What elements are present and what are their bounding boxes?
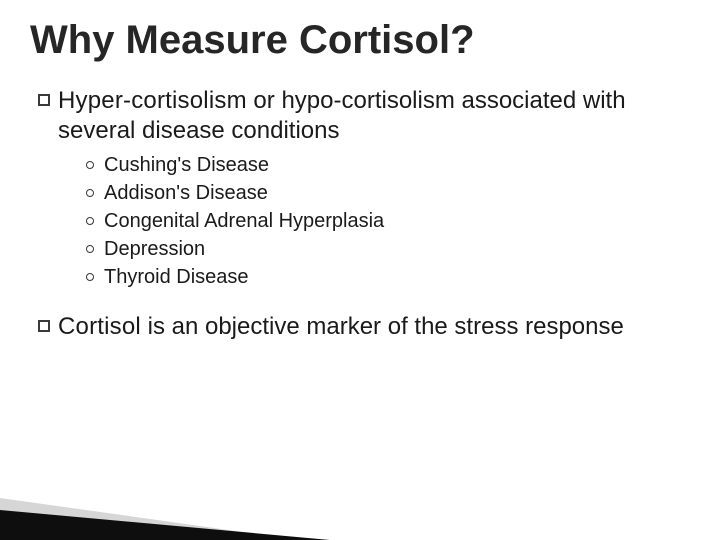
bullet-item: Cortisol is an objective marker of the s… [38, 312, 690, 342]
decorative-wedge-dark [0, 510, 330, 540]
square-bullet-icon [38, 320, 50, 332]
bullet-item: Hyper-cortisolism or hypo-cortisolism as… [38, 86, 690, 146]
sub-bullet-text: Cushing's Disease [104, 152, 269, 178]
slide-title: Why Measure Cortisol? [30, 18, 690, 62]
bullet-text: Hyper-cortisolism or hypo-cortisolism as… [58, 86, 690, 146]
sub-bullet-text: Depression [104, 236, 205, 262]
sub-bullet-item: Addison's Disease [86, 180, 690, 206]
circle-bullet-icon [86, 217, 94, 225]
sub-bullet-text: Addison's Disease [104, 180, 268, 206]
bullet-lead: Hyper-cortisolism [58, 87, 247, 114]
square-bullet-icon [38, 94, 50, 106]
circle-bullet-icon [86, 189, 94, 197]
slide: Why Measure Cortisol? Hyper-cortisolism … [0, 0, 720, 540]
circle-bullet-icon [86, 245, 94, 253]
bullet-lead: Cortisol [58, 313, 141, 340]
sub-bullet-item: Thyroid Disease [86, 264, 690, 290]
slide-body: Hyper-cortisolism or hypo-cortisolism as… [30, 86, 690, 342]
sub-bullet-item: Congenital Adrenal Hyperplasia [86, 208, 690, 234]
sub-list: Cushing's Disease Addison's Disease Cong… [86, 152, 690, 290]
sub-bullet-text: Congenital Adrenal Hyperplasia [104, 208, 384, 234]
circle-bullet-icon [86, 273, 94, 281]
circle-bullet-icon [86, 161, 94, 169]
bullet-rest: is an objective marker of the stress res… [141, 313, 624, 340]
sub-bullet-text: Thyroid Disease [104, 264, 249, 290]
sub-bullet-item: Depression [86, 236, 690, 262]
bullet-text: Cortisol is an objective marker of the s… [58, 312, 624, 342]
sub-bullet-item: Cushing's Disease [86, 152, 690, 178]
